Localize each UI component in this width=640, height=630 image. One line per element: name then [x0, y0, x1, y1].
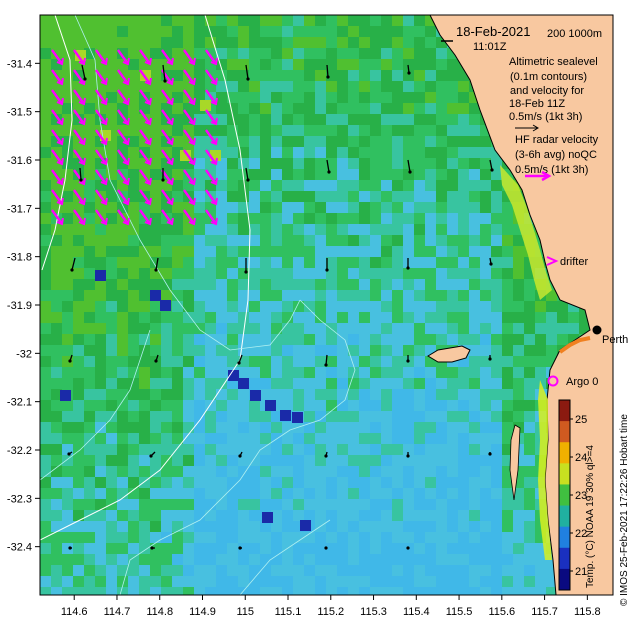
- lat-tick-label: -31.6: [7, 155, 32, 167]
- lat-tick-label: -32.2: [7, 445, 32, 457]
- lat-tick-label: -32.4: [7, 542, 32, 554]
- colorbar-segment: [559, 484, 570, 507]
- lon-tick-label: 115.5: [446, 606, 473, 618]
- lon-tick-label: 114.8: [146, 606, 173, 618]
- argo-marker[interactable]: [547, 375, 559, 387]
- garden-island: [509, 424, 521, 501]
- legend-hf-radar: HF radar velocity (3-6h avg) noQC 0.5m/s…: [515, 134, 599, 182]
- sealevel-contour: [119, 299, 356, 595]
- credit-text: © IMOS 25-Feb-2021 17:22:26 Hobart time: [619, 414, 630, 606]
- svg-text:18-Feb 11Z: 18-Feb 11Z: [509, 98, 565, 110]
- lon-tick-label: 115.4: [403, 606, 430, 618]
- colorbar-tick-label: 24: [575, 452, 587, 464]
- lat-tick-label: -32.3: [7, 493, 32, 505]
- svg-text:Altimetric sealevel: Altimetric sealevel: [509, 56, 598, 68]
- colorbar-segment: [559, 463, 570, 485]
- drifter-marker[interactable]: [546, 256, 559, 266]
- lon-tick-label: 114.6: [61, 606, 88, 618]
- lon-tick-label: 114.7: [104, 606, 131, 618]
- lat-tick-label: -31.5: [7, 107, 32, 119]
- lat-tick-label: -31.4: [7, 58, 32, 70]
- drifter-label: drifter: [560, 256, 588, 268]
- lon-tick-label: 115.1: [275, 606, 302, 618]
- coastal-band-south: [538, 380, 552, 560]
- lon-tick-label: 115.8: [574, 606, 601, 618]
- sealevel-contour: [239, 519, 331, 595]
- svg-text:(3-6h avg) noQC: (3-6h avg) noQC: [515, 149, 597, 161]
- perth-label: Perth: [602, 334, 628, 346]
- colorbar-segment: [559, 526, 570, 549]
- argo-label: Argo 0: [566, 376, 598, 388]
- lat-tick-label: -31.8: [7, 252, 32, 264]
- longitude-axis: 114.6 114.7 114.8 114.9 115 115.1 115.2 115.3 11…: [61, 595, 601, 618]
- colorbar-segment: [559, 505, 570, 528]
- lon-tick-label: 115: [236, 606, 254, 618]
- colorbar-tick-label: 23: [575, 490, 587, 502]
- isobath-1000m: [41, 15, 73, 271]
- colorbar-segment: [559, 442, 570, 464]
- lon-tick-label: 115.3: [360, 606, 387, 618]
- lon-tick-label: 115.2: [317, 606, 344, 618]
- perth-marker[interactable]: [592, 325, 602, 335]
- lon-tick-label: 115.7: [531, 606, 558, 618]
- latitude-axis: -31.4 -31.5 -31.6 -31.7 -31.8 -31.9 -32 -32.1 -3…: [7, 58, 40, 554]
- temperature-colorbar: 25 24 23 22 21: [558, 399, 587, 591]
- colorbar-segment: [559, 568, 570, 591]
- colorbar-tick-label: 25: [575, 414, 587, 426]
- legend-date: 18-Feb-2021: [456, 24, 530, 39]
- svg-text:HF radar velocity: HF radar velocity: [515, 134, 599, 146]
- lon-tick-label: 114.9: [189, 606, 216, 618]
- colorbar-segment: [559, 547, 570, 570]
- lon-tick-label: 115.6: [488, 606, 515, 618]
- svg-text:0.5m/s (1kt 3h): 0.5m/s (1kt 3h): [509, 111, 582, 123]
- lat-tick-label: -31.9: [7, 300, 32, 312]
- sealevel-contour: [40, 329, 151, 481]
- rottnest-island: [427, 345, 471, 363]
- coastal-band: [500, 165, 552, 300]
- svg-text:(0.1m contours): (0.1m contours): [510, 71, 587, 83]
- colorbar-tick-label: 21: [575, 566, 587, 578]
- legend-isobaths: 200 1000m: [547, 28, 602, 40]
- lat-tick-label: -32.1: [7, 397, 32, 409]
- svg-text:and velocity for: and velocity for: [510, 85, 584, 97]
- lat-tick-label: -31.7: [7, 203, 32, 215]
- colorbar-title: Temp. (°C) NOAA 19 30% ql>=4: [585, 445, 596, 588]
- legend-time: 11:01Z: [473, 41, 507, 53]
- legend-altimetry: Altimetric sealevel (0.1m contours) and …: [509, 56, 598, 132]
- colorbar-segment: [559, 400, 570, 422]
- svg-text:0.5m/s (1kt 3h): 0.5m/s (1kt 3h): [515, 164, 588, 176]
- hf-radar-vectors: [51, 49, 218, 226]
- sealevel-contour: [74, 15, 301, 351]
- altimetry-vectors: [67, 64, 494, 550]
- plot-area: [40, 15, 613, 595]
- colorbar-segment: [559, 421, 570, 443]
- colorbar-tick-label: 22: [575, 528, 587, 540]
- swan-river: [558, 336, 591, 354]
- lat-tick-label: -32: [16, 348, 32, 360]
